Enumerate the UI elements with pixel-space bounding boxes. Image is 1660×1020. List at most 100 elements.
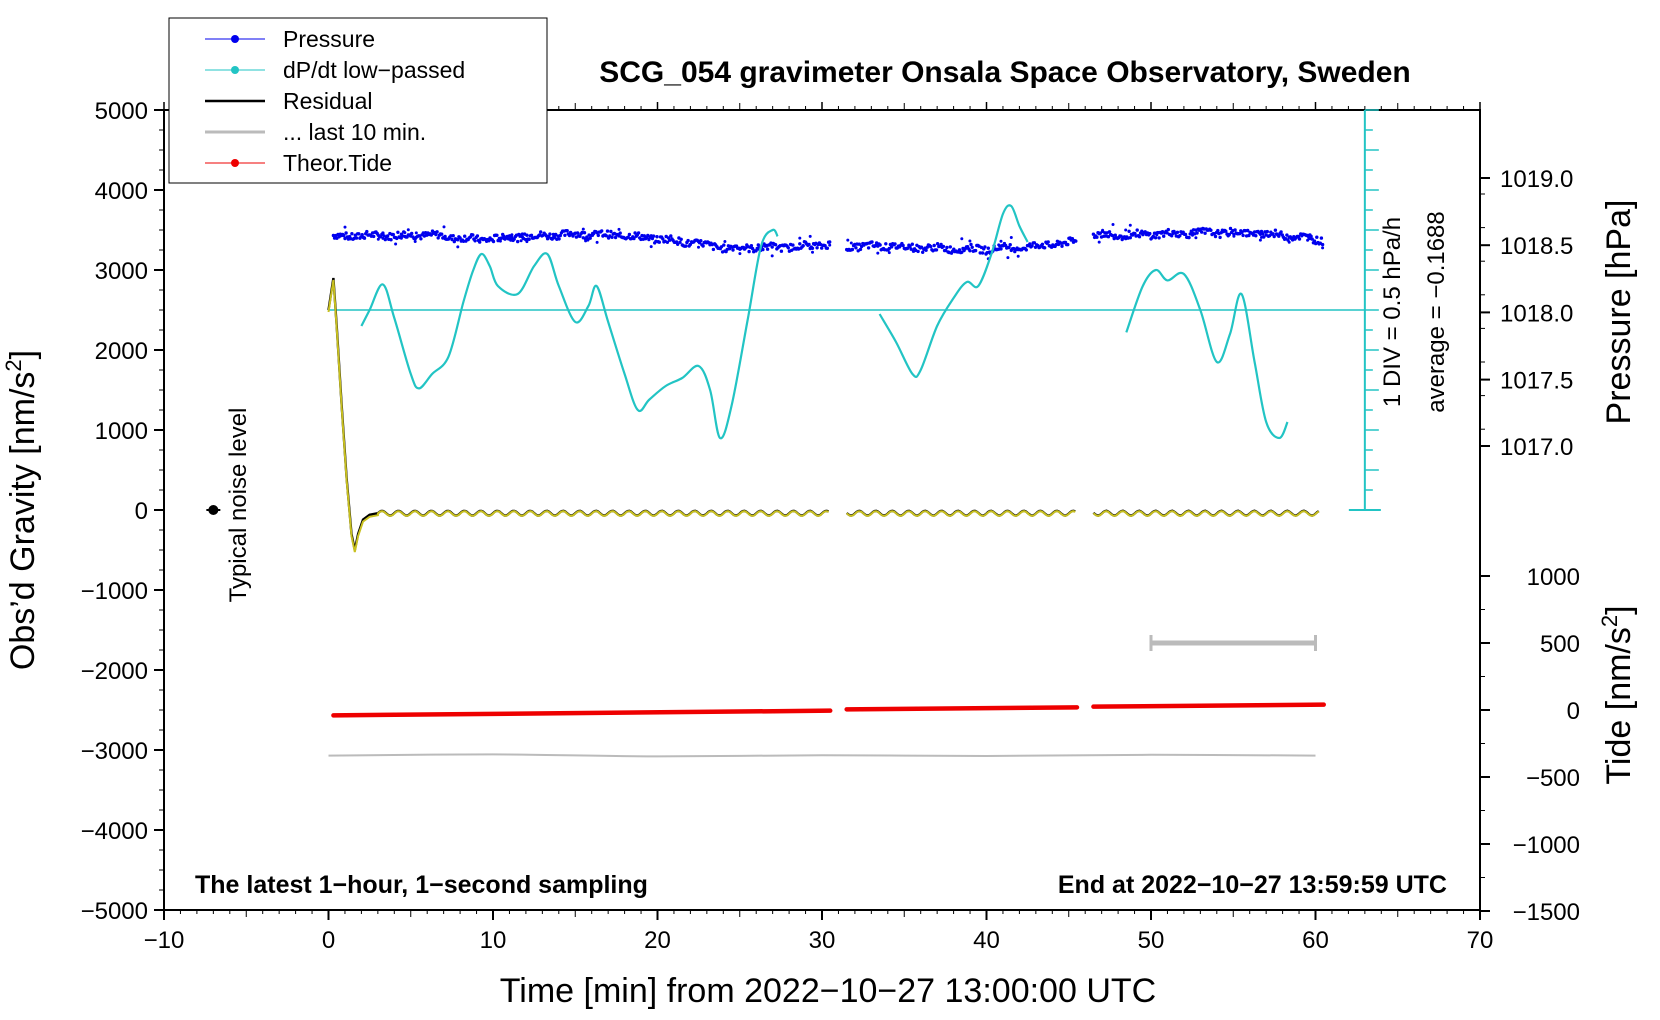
dpdt-scale-bar [1348, 109, 1381, 511]
pressure-point [1095, 235, 1099, 239]
pressure-point [1046, 240, 1050, 244]
pressure-point [1306, 238, 1310, 242]
pressure-point [770, 245, 774, 249]
axis-ticks: −10 0 10 20 30 40 50 60 70500040003000200010000−… [81, 98, 1580, 954]
pressure-point [600, 229, 604, 233]
pressure-point [1091, 232, 1096, 236]
pressure-point [669, 234, 673, 238]
series-layer [206, 204, 1365, 758]
pressure-point [1187, 235, 1191, 240]
y-gravity-tick-label: 1000 [95, 418, 148, 445]
y-tide-tick-label: 500 [1540, 631, 1580, 658]
x-tick-label: 0 [322, 927, 335, 954]
x-tick-label: 50 [1138, 927, 1165, 954]
noise-level-point [208, 505, 219, 515]
pressure-point [810, 246, 815, 250]
pressure-point [451, 234, 455, 238]
pressure-point [414, 231, 418, 235]
pressure-point [618, 231, 622, 235]
pressure-point [1135, 228, 1139, 232]
pressure-point [1247, 233, 1251, 238]
pressure-point [957, 248, 962, 252]
pressure-point [738, 252, 742, 256]
legend-label-last10: ... last 10 min. [283, 119, 426, 145]
pressure-point [389, 238, 393, 242]
tide-series-line [844, 705, 1080, 712]
dpdt-series-line [360, 228, 779, 440]
pressure-point [939, 242, 943, 247]
pressure-point [798, 242, 802, 246]
pressure-point [684, 244, 688, 248]
pressure-point [1148, 231, 1152, 236]
y-tide-tick-label: −1000 [1513, 832, 1580, 859]
y-axis-title-tide-main: Tide [nm/s [1600, 627, 1638, 784]
annotation-noise-level: Typical noise level [225, 408, 252, 603]
tide-series-line [1091, 702, 1326, 709]
pressure-point [383, 237, 387, 242]
pressure-point [406, 228, 410, 232]
pressure-point [929, 244, 933, 249]
pressure-point [1032, 241, 1037, 245]
pressure-point [815, 246, 819, 250]
y-pressure-tick-label: 1017.0 [1500, 434, 1573, 461]
legend: Pressure dP/dt low−passed Residual ... l… [168, 17, 548, 184]
pressure-point [565, 229, 569, 233]
pressure-point [969, 242, 973, 247]
y-gravity-tick-label: 4000 [95, 178, 148, 205]
pressure-point [1271, 232, 1275, 236]
legend-label-residual: Residual [283, 88, 373, 114]
pressure-point [360, 233, 364, 237]
pressure-point [825, 246, 830, 250]
pressure-point [1074, 239, 1078, 243]
pressure-point [529, 233, 534, 237]
pressure-point [450, 237, 454, 242]
pressure-point [661, 237, 665, 241]
pressure-point [846, 238, 850, 242]
pressure-point [978, 251, 982, 255]
y-pressure-tick-label: 1018.0 [1500, 300, 1573, 327]
pressure-point [1320, 242, 1325, 247]
pressure-point [1309, 234, 1313, 238]
pressure-point [1272, 234, 1276, 239]
legend-marker-pressure [231, 35, 239, 43]
pressure-point [381, 236, 385, 240]
pressure-point [770, 254, 774, 258]
pressure-point [919, 245, 924, 249]
x-tick-label: 70 [1467, 927, 1494, 954]
pressure-point [986, 246, 990, 250]
pressure-point [1265, 229, 1270, 234]
pressure-point [609, 229, 613, 234]
pressure-point [1232, 234, 1236, 238]
pressure-point [1228, 226, 1233, 231]
pressure-point [410, 231, 414, 236]
x-tick-label: −10 [144, 927, 185, 954]
pressure-point [1262, 235, 1266, 239]
pressure-point [595, 240, 599, 244]
pressure-point [1279, 230, 1283, 234]
pressure-point [1200, 230, 1204, 234]
pressure-point [935, 242, 940, 246]
pressure-point [495, 233, 499, 237]
pressure-point [1060, 244, 1064, 248]
pressure-point [403, 231, 407, 235]
pressure-point [820, 246, 824, 250]
pressure-point [889, 245, 894, 249]
pressure-point [419, 237, 423, 241]
pressure-point [1246, 229, 1250, 233]
y-gravity-tick-label: −4000 [81, 818, 148, 845]
pressure-point [970, 245, 974, 249]
pressure-point [516, 239, 520, 244]
y-gravity-tick-label: −5000 [81, 898, 148, 925]
pressure-point [924, 248, 928, 252]
pressure-point [999, 247, 1003, 251]
pressure-point [491, 239, 496, 244]
x-axis-title: Time [min] from 2022−10−27 13:00:00 UTC [500, 972, 1156, 1010]
pressure-point [1233, 228, 1237, 232]
pressure-point [1028, 242, 1032, 246]
y-axis-title-tide-end: ] [1600, 605, 1638, 614]
legend-label-pressure: Pressure [283, 26, 375, 52]
pressure-point [1321, 246, 1325, 250]
y-pressure-tick-label: 1018.5 [1500, 233, 1573, 260]
pressure-point [343, 225, 347, 229]
